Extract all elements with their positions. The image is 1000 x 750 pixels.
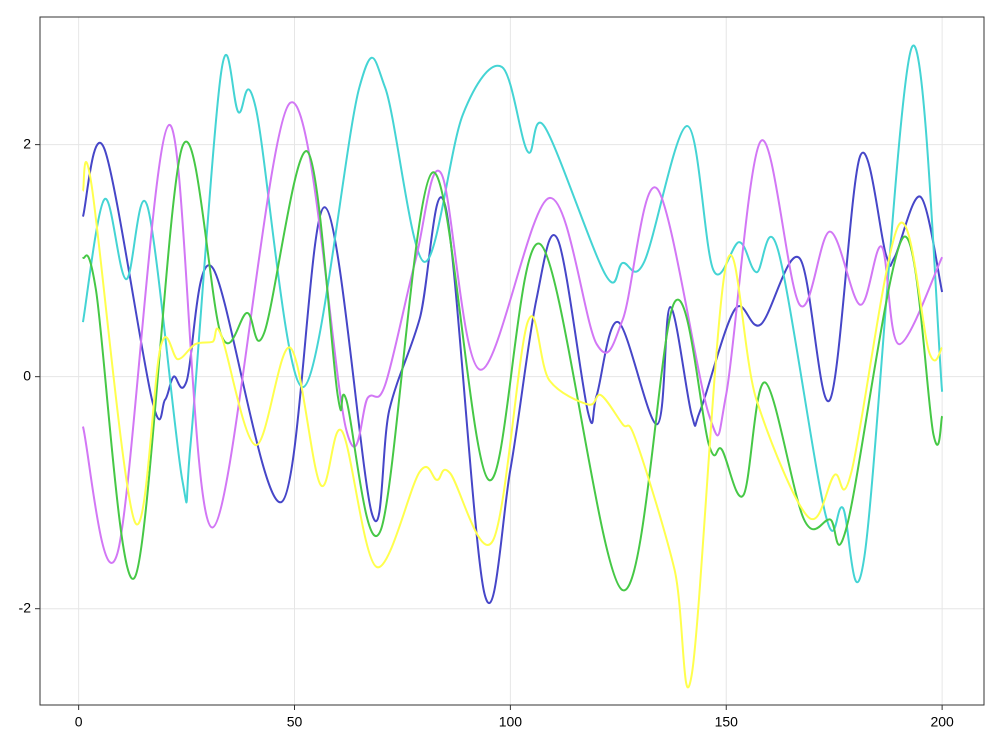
y-tick-label: -2: [19, 599, 32, 615]
line-series: [81, 141, 944, 604]
x-tick-label: 200: [930, 714, 954, 730]
x-tick-label: 150: [715, 714, 739, 730]
x-tick-label: 100: [499, 714, 523, 730]
x-tick-label: 50: [287, 714, 303, 730]
x-tick-label: 0: [75, 714, 83, 730]
line-series: [81, 101, 944, 564]
plot-frame: [39, 16, 985, 706]
line-series: [81, 44, 944, 584]
line-series: [82, 141, 944, 592]
y-tick-label: 0: [23, 367, 31, 383]
y-tick-label: 2: [23, 135, 31, 151]
line-series: [81, 161, 943, 689]
